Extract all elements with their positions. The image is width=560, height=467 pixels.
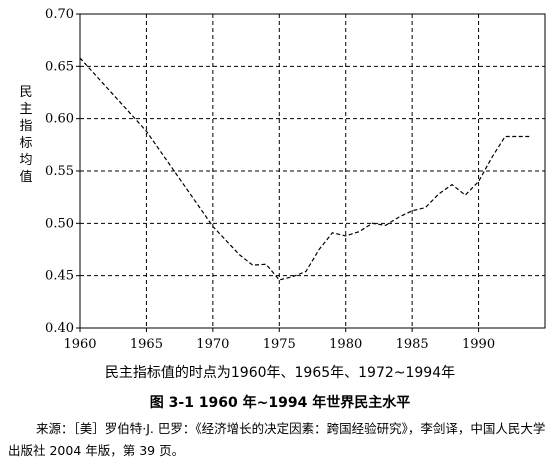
- x-tick-labels: 1960 1965 1970 1975 1980 1985 1990: [63, 337, 495, 352]
- y-axis-label-char: 指: [19, 119, 32, 134]
- y-axis-label-char: 主: [19, 102, 32, 117]
- y-axis-label-char: 民: [19, 85, 32, 100]
- figure-title: 图 3-1 1960 年~1994 年世界民主水平: [149, 395, 411, 411]
- x-tick-label: 1990: [462, 337, 495, 352]
- x-tick-label: 1980: [329, 337, 362, 352]
- source-note: 来源：［美］罗伯特·J. 巴罗：《经济增长的决定因素：跨国经验研究》，李剑译，中…: [8, 421, 546, 458]
- y-tick-label: 0.70: [45, 7, 74, 22]
- y-tick-label: 0.65: [45, 59, 74, 74]
- series-layer: [79, 57, 532, 281]
- x-tick-label: 1975: [263, 337, 296, 352]
- y-axis-label-char: 均: [19, 153, 32, 168]
- y-tick-labels: 0.40 0.45 0.50 0.55 0.60 0.65 0.70: [45, 7, 74, 336]
- axes: [76, 13, 546, 332]
- x-tick-label: 1965: [130, 337, 163, 352]
- y-tick-label: 0.60: [45, 112, 74, 127]
- y-tick-label: 0.40: [45, 321, 74, 336]
- y-axis-label-char: 标: [19, 136, 32, 151]
- x-axis-caption: 民主指标值的时点为1960年、1965年、1972~1994年: [104, 365, 456, 381]
- y-axis-label-char: 值: [19, 169, 32, 185]
- x-tick-label: 1970: [196, 337, 229, 352]
- y-tick-label: 0.45: [45, 269, 74, 284]
- series-line: [79, 57, 532, 281]
- y-tick-label: 0.50: [45, 216, 74, 231]
- x-tick-label: 1985: [396, 337, 429, 352]
- x-tick-label: 1960: [63, 337, 96, 352]
- grid-lines: [80, 14, 545, 328]
- y-tick-label: 0.55: [45, 164, 74, 179]
